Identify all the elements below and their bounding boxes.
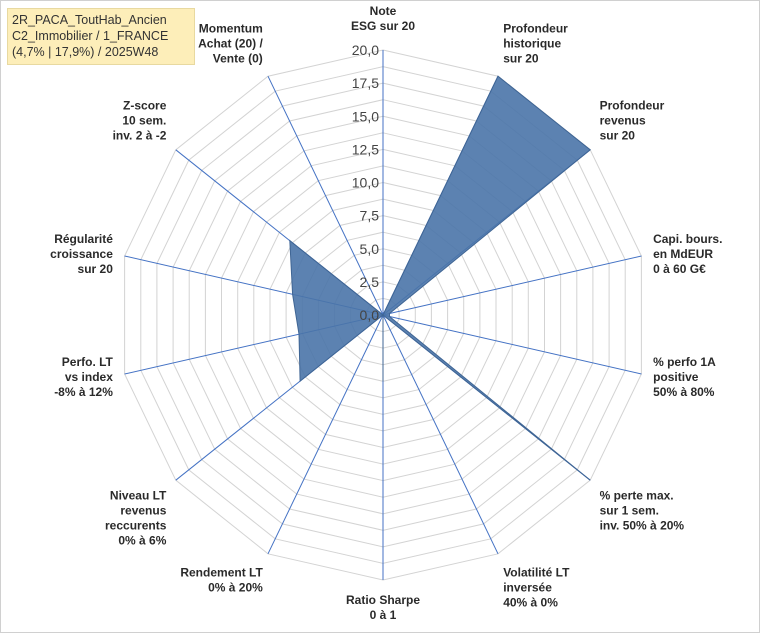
axis-label-line: inversée [503,581,552,595]
axis-label-line: sur 20 [503,51,539,65]
axis-label-line: 10 sem. [122,113,166,127]
radar-spoke [267,314,384,555]
chart-title-box: 2R_PACA_ToutHab_Ancien C2_Immobilier / 1… [7,8,195,65]
axis-label-line: 0% à 20% [208,581,263,595]
axis-label-line: ESG sur 20 [351,19,415,33]
axis-label-line: revenus [600,113,646,127]
axis-label-line: Niveau LT [110,489,167,503]
tick-label: 20,0 [352,42,379,58]
axis-label-line: 0% à 6% [118,534,166,548]
radar-spoke [382,255,642,316]
axis-label-line: Momentum [199,21,263,35]
axis-label-line: Z-score [123,98,167,112]
axis-label-line: 40% à 0% [503,596,558,610]
axis-label: % perte max.sur 1 sem.inv. 50% à 20% [600,489,685,533]
axis-label-line: sur 20 [600,128,636,142]
radar-spoke [382,314,642,375]
axis-label-line: inv. 50% à 20% [600,519,685,533]
axis-label-line: Volatilité LT [503,566,570,580]
axis-label-line: historique [503,36,561,50]
axis-label: Rendement LT0% à 20% [180,566,263,595]
series-area [289,75,591,481]
tick-label: 17,5 [352,75,379,91]
axis-label-line: croissance [50,247,113,261]
axis-label-line: Achat (20) / [198,36,263,50]
tick-label: 5,0 [360,241,380,257]
axis-label-line: sur 1 sem. [600,504,659,518]
radar-spoke [382,314,499,555]
axis-label-line: Note [370,4,397,18]
axis-label-line: reccurents [105,519,167,533]
axis-label-line: % perfo 1A [653,355,716,369]
axis-label-line: inv. 2 à -2 [113,128,167,142]
title-line-2: C2_Immobilier / 1_FRANCE [12,29,169,43]
axis-label-line: Profondeur [600,98,665,112]
tick-label: 12,5 [352,141,379,157]
axis-label-line: 50% à 80% [653,385,715,399]
axis-label-line: Rendement LT [180,566,263,580]
tick-label: 10,0 [352,175,379,191]
tick-label: 0,0 [360,307,380,323]
axis-label-line: en MdEUR [653,247,713,261]
axis-label-line: Vente (0) [213,51,263,65]
title-line-3: (4,7% | 17,9%) / 2025W48 [12,45,159,59]
axis-label-line: revenus [120,504,166,518]
axis-label-line: -8% à 12% [54,385,113,399]
axis-label-line: Régularité [54,232,113,246]
axis-label-line: % perte max. [600,489,674,503]
radar-spoke [267,75,384,316]
radial-tick-labels: 0,0 2,5 5,0 7,5 10,0 12,5 15,0 17,5 20,0 [352,42,379,323]
radar-series [289,75,591,481]
tick-label: 2,5 [360,274,380,290]
axis-label-line: 0 à 1 [370,608,397,622]
axis-label-line: 0 à 60 G€ [653,262,706,276]
axis-label-line: Perfo. LT [62,355,114,369]
tick-label: 7,5 [360,208,380,224]
tick-label: 15,0 [352,108,379,124]
axis-label-line: vs index [65,370,113,384]
axis-label-line: Capi. bours. [653,232,722,246]
title-line-1: 2R_PACA_ToutHab_Ancien [12,13,167,27]
axis-label-line: sur 20 [78,262,114,276]
axis-label-line: Ratio Sharpe [346,593,420,607]
axis-label-line: positive [653,370,699,384]
axis-label-line: Profondeur [503,21,568,35]
